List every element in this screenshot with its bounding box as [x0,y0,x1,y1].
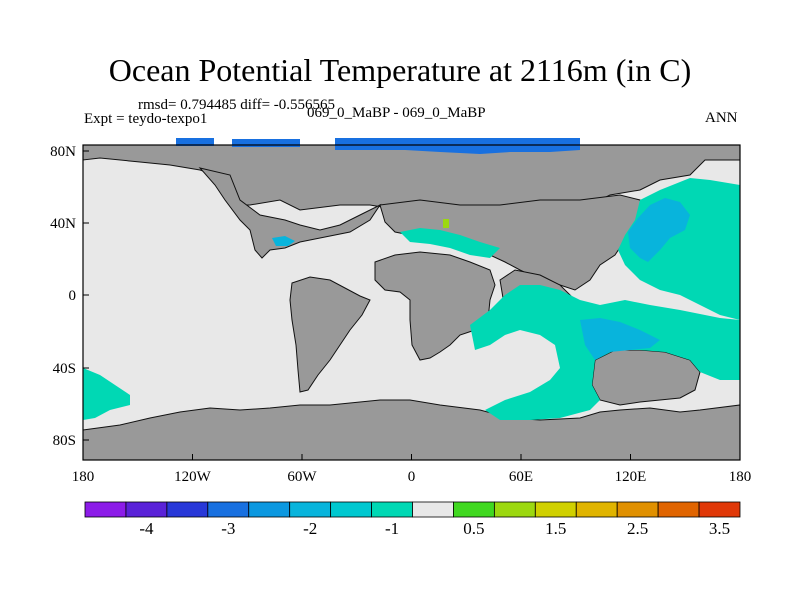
colorbar-label: -4 [139,519,154,538]
anomaly-layer [83,138,740,420]
anomaly-mediterranean [400,228,500,258]
experiment-label: Expt = teydo-texpo1 [84,111,208,127]
season-label: ANN [705,110,738,126]
colorbar-swatch [616,501,659,518]
colorbar-swatch [330,501,372,518]
colorbar-label: 0.5 [463,519,484,538]
colorbar-swatch [453,501,495,518]
anomaly-arctic-c [335,138,580,154]
colorbar-label: -1 [385,519,399,538]
land-africa [374,251,496,361]
anomaly-north-pacific [628,198,690,262]
colorbar-label: -2 [303,519,317,538]
colorbar-swatch [248,501,291,518]
x-tick-label: 60E [509,469,533,485]
x-tick-label: 120E [615,469,647,485]
colorbar-swatch [371,501,413,518]
map-panel: 180 120W 60W 0 60E 120E 180 80N 40N 0 40… [50,138,751,485]
colorbar-swatch [698,501,741,518]
anomaly-arctic-b [232,139,300,147]
anomaly-gulf [272,236,295,246]
colorbar-swatch [289,501,332,518]
stats-line: rmsd= 0.794485 diff= -0.556565 [138,97,336,113]
axis-ticks [82,150,741,460]
colorbar-swatch [125,501,168,518]
colorbar-swatch [84,501,127,518]
colorbar: -4 -3 -2 -1 0.5 1.5 2.5 3.5 [84,501,741,538]
x-tick-label: 180 [72,469,95,485]
x-tick-label: 60W [287,469,317,485]
land-australia [591,349,701,406]
x-tick-label: 180 [729,469,752,485]
anomaly-southern-ocean [580,318,660,360]
anomaly-arctic-a [176,138,214,146]
colorbar-label: 3.5 [709,519,730,538]
colorbar-swatch [412,501,454,518]
colorbar-swatch [493,501,536,518]
land-antarctica [82,399,741,461]
land-south-america [289,276,371,393]
colorbar-label: 1.5 [545,519,566,538]
colorbar-swatch [575,501,618,518]
y-tick-label: 40N [50,216,76,232]
chart-title: Ocean Potential Temperature at 2116m (in… [108,52,692,88]
y-tick-label: 40S [53,361,76,377]
land-layer [82,144,741,461]
colorbar-label: 2.5 [627,519,648,538]
anomaly-south-pacific-west [83,368,130,420]
colorbar-swatch [657,501,700,518]
colorbar-label: -3 [221,519,235,538]
y-tick-label: 80N [50,144,76,160]
colorbar-swatch [207,501,250,518]
colorbar-swatch [166,501,209,518]
anomaly-hotspot [443,219,449,228]
x-tick-label: 120W [174,469,212,485]
y-tick-label: 80S [53,433,76,449]
comparison-label: 069_0_MaBP - 069_0_MaBP [307,105,486,121]
x-tick-label: 0 [408,469,416,485]
y-tick-label: 0 [69,288,77,304]
colorbar-swatch [534,501,577,518]
